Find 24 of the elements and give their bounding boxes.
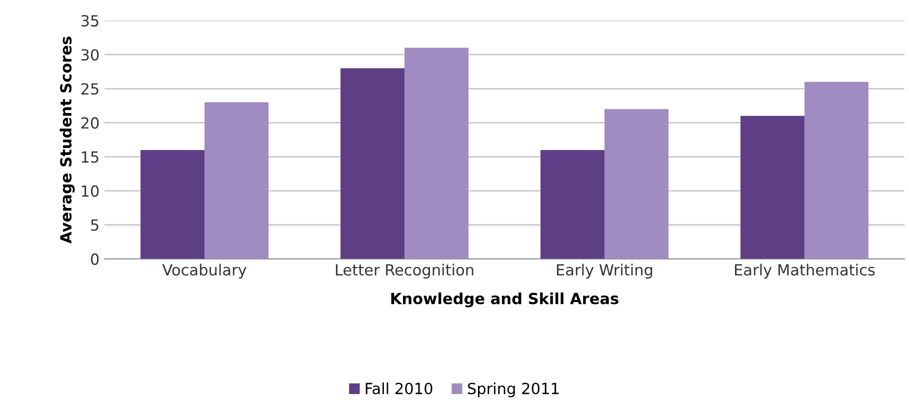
legend-label: Fall 2010: [366, 382, 432, 394]
y-tick-label: 0: [90, 253, 99, 265]
bar: [404, 48, 468, 259]
legend-label: Spring 2011: [468, 382, 559, 398]
x-axis-title: Knowledge and Skill Areas: [391, 292, 618, 308]
bar: [604, 109, 668, 259]
bar: [340, 68, 405, 259]
bar: [740, 116, 804, 259]
y-tick-label: 20: [81, 117, 99, 129]
x-tick-label: Vocabulary: [162, 264, 246, 279]
y-tick-label: 10: [82, 185, 99, 197]
y-tick-label: 5: [91, 220, 98, 231]
y-axis-title: Average Student Scores: [60, 36, 75, 244]
x-tick-label: Letter Recognition: [336, 264, 474, 279]
bar: [540, 150, 604, 259]
bar: [804, 82, 868, 259]
y-tick-label: 30: [81, 49, 99, 61]
y-tick-label: 35: [81, 15, 98, 27]
bar: [140, 150, 205, 259]
x-tick-label: Early Writing: [556, 264, 652, 279]
x-tick-label: Early Mathematics: [735, 264, 875, 279]
y-tick-label: 25: [81, 83, 98, 95]
bar: [204, 102, 269, 259]
y-tick-label: 15: [82, 151, 98, 163]
